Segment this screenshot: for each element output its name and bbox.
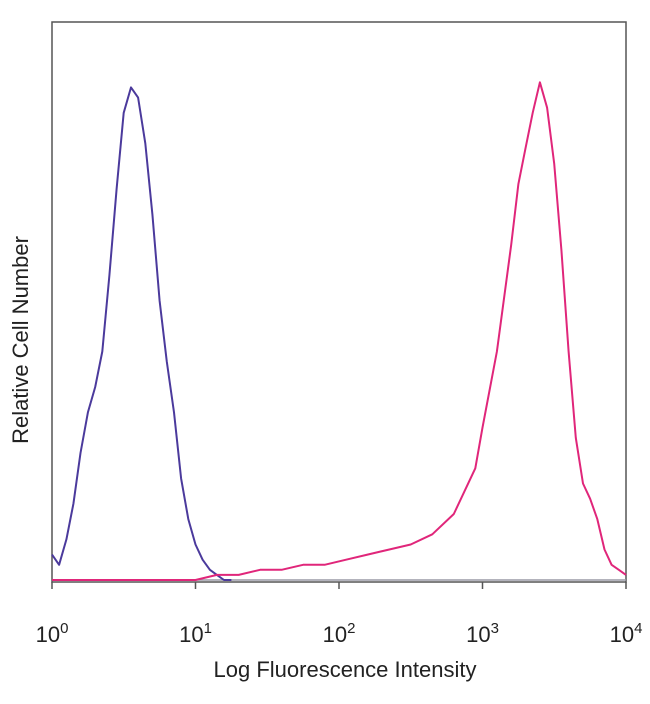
x-tick-label: 102	[323, 620, 356, 647]
x-tick-label: 103	[466, 620, 499, 647]
y-axis-label: Relative Cell Number	[8, 236, 33, 444]
series-line-1	[51, 86, 232, 581]
x-axis-label: Log Fluorescence Intensity	[214, 657, 477, 682]
x-tick-layer: 100 101 102 103 104	[36, 582, 643, 647]
x-tick-label: 101	[179, 620, 212, 647]
plot-frame	[51, 21, 627, 583]
series-layer	[51, 81, 627, 581]
x-tick-label: 104	[610, 620, 643, 647]
x-tick-label: 100	[36, 620, 69, 647]
series-line-2	[52, 81, 627, 581]
